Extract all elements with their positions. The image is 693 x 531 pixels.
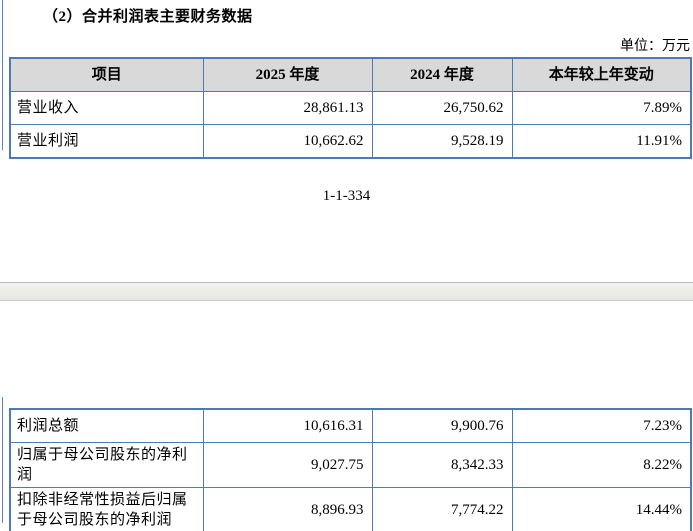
item-cell: 营业利润	[9, 124, 204, 159]
value-cell: 10,616.31	[202, 408, 373, 443]
revision-margin-line-bottom	[2, 397, 3, 523]
value-cell: 9,900.76	[371, 408, 513, 443]
value-cell: 28,861.13	[202, 91, 373, 125]
value-cell: 9,027.75	[202, 442, 373, 488]
header-cell-0: 项目	[9, 57, 204, 92]
item-cell: 利润总额	[9, 408, 204, 443]
value-cell: 7.23%	[511, 408, 692, 443]
table-row: 利润总额 10,616.31 9,900.76 7.23%	[9, 408, 692, 443]
value-cell: 14.44%	[511, 487, 692, 531]
table-row: 归属于母公司股东的净利润 9,027.75 8,342.33 8.22%	[9, 442, 692, 488]
value-cell: 7,774.22	[371, 487, 513, 531]
value-cell: 10,662.62	[202, 124, 373, 159]
table-row: 营业收入 28,861.13 26,750.62 7.89%	[9, 91, 692, 125]
table-header-row: 项目 2025 年度 2024 年度 本年较上年变动	[9, 57, 692, 92]
value-cell: 9,528.19	[371, 124, 513, 159]
table-row: 营业利润 10,662.62 9,528.19 11.91%	[9, 124, 692, 159]
table-row: 扣除非经常性损益后归属于母公司股东的净利润 8,896.93 7,774.22 14.…	[9, 487, 692, 531]
header-cell-1: 2025 年度	[202, 57, 373, 92]
unit-label: 单位：万元	[620, 39, 690, 54]
section-title: （2）合并利润表主要财务数据	[43, 9, 253, 25]
profit-table-top: 项目 2025 年度 2024 年度 本年较上年变动 营业收入 28,861.13 26,…	[9, 57, 692, 159]
value-cell: 7.89%	[511, 91, 692, 125]
item-cell: 营业收入	[9, 91, 204, 125]
value-cell: 26,750.62	[371, 91, 513, 125]
header-cell-2: 2024 年度	[371, 57, 513, 92]
item-cell: 归属于母公司股东的净利润	[9, 442, 204, 488]
profit-table-bottom: 利润总额 10,616.31 9,900.76 7.23% 归属于母公司股东的净利润 9,…	[9, 408, 692, 531]
value-cell: 8,896.93	[202, 487, 373, 531]
page-separator-bar	[0, 282, 693, 301]
value-cell: 11.91%	[511, 124, 692, 159]
revision-margin-line-top	[2, 0, 3, 150]
page-number: 1-1-334	[322, 188, 371, 204]
header-cell-3: 本年较上年变动	[511, 57, 692, 92]
value-cell: 8.22%	[511, 442, 692, 488]
value-cell: 8,342.33	[371, 442, 513, 488]
item-cell: 扣除非经常性损益后归属于母公司股东的净利润	[9, 487, 204, 531]
